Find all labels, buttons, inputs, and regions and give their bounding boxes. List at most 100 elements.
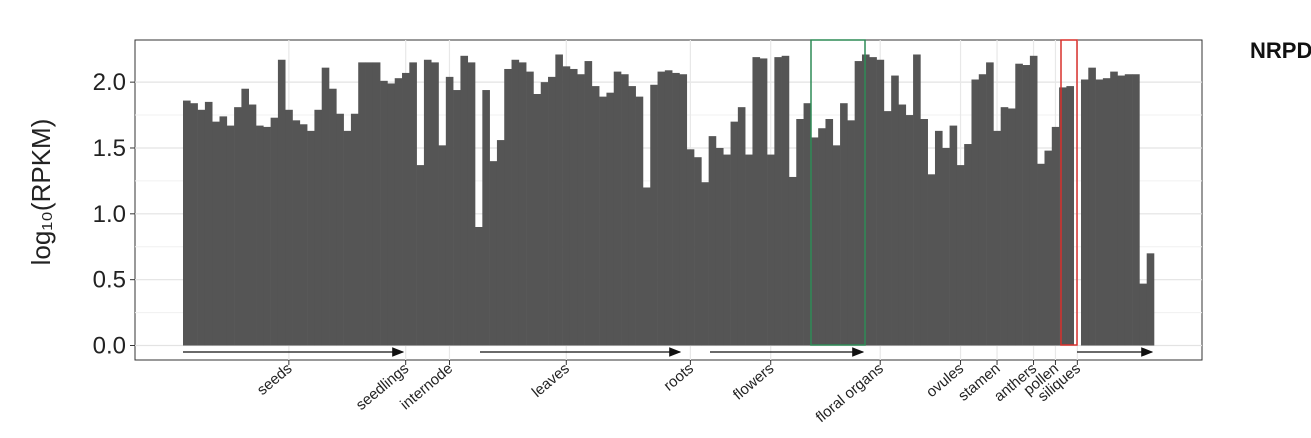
bars	[183, 54, 1155, 346]
bar	[803, 103, 812, 346]
bar	[1080, 79, 1089, 346]
bar	[869, 57, 877, 346]
bar	[533, 93, 542, 346]
bar	[942, 147, 950, 346]
bar	[752, 57, 761, 346]
y-tick-label: 1.0	[93, 201, 126, 228]
bar	[1102, 78, 1111, 346]
bar	[526, 71, 534, 346]
bar	[898, 104, 907, 346]
bar	[489, 161, 498, 346]
bar	[270, 117, 279, 346]
bar	[365, 62, 374, 346]
bar	[1007, 108, 1016, 346]
highlight-box	[810, 39, 866, 346]
bar	[1139, 283, 1147, 346]
bar	[686, 149, 695, 346]
bar	[402, 72, 410, 346]
bar	[226, 125, 235, 346]
bar	[796, 119, 804, 346]
bar	[694, 157, 702, 346]
x-tick-label: roots	[660, 360, 696, 394]
bar	[1088, 67, 1096, 346]
x-tick-label: seeds	[254, 360, 296, 399]
bar	[1095, 79, 1104, 346]
bar	[518, 62, 527, 346]
bar	[569, 68, 578, 346]
bar	[730, 121, 739, 346]
bar	[672, 72, 680, 346]
bar	[577, 74, 585, 346]
bar	[628, 86, 636, 346]
bar	[956, 165, 965, 346]
bar	[496, 140, 505, 346]
bar	[423, 59, 432, 346]
bar	[606, 92, 615, 346]
bar	[1059, 87, 1067, 346]
bar	[715, 147, 724, 346]
bar	[234, 107, 242, 346]
bar	[679, 74, 688, 346]
bar	[321, 67, 330, 346]
bar	[949, 125, 958, 346]
bar	[993, 130, 1001, 346]
bar	[876, 59, 885, 346]
bar	[774, 57, 782, 346]
bar	[431, 62, 439, 346]
bar	[934, 130, 943, 346]
bar	[1000, 107, 1009, 346]
bar	[292, 120, 301, 346]
bar	[971, 79, 980, 346]
bar	[219, 116, 228, 346]
bar	[329, 88, 337, 346]
bar	[825, 119, 834, 346]
bar	[475, 226, 483, 346]
bar	[1124, 74, 1133, 346]
bar	[1044, 150, 1053, 346]
bar	[1110, 71, 1118, 346]
bar	[548, 76, 556, 346]
bar	[197, 109, 206, 346]
bar	[861, 54, 870, 346]
bar	[350, 113, 359, 346]
bar	[416, 165, 425, 346]
bar	[307, 130, 315, 346]
bar	[832, 145, 841, 346]
bar	[336, 113, 344, 346]
bar	[701, 182, 709, 346]
bar	[453, 90, 461, 346]
bar	[183, 100, 191, 346]
y-tick-label: 0.0	[93, 333, 126, 360]
bar	[212, 121, 220, 346]
bar	[1022, 65, 1031, 346]
bar	[204, 101, 213, 346]
bar	[1066, 86, 1074, 346]
bar	[737, 107, 746, 346]
bar	[591, 86, 600, 346]
bar	[913, 54, 921, 346]
bar	[482, 90, 490, 346]
bar	[1051, 126, 1060, 346]
bar	[409, 62, 417, 346]
bar	[664, 70, 673, 346]
bar	[1132, 74, 1140, 346]
bar	[190, 103, 198, 346]
bar	[358, 62, 366, 346]
bar	[745, 154, 753, 346]
bar	[256, 125, 264, 346]
bar	[504, 68, 512, 346]
bar	[248, 104, 257, 346]
bar	[854, 61, 863, 346]
bar	[343, 130, 352, 346]
bar	[883, 111, 892, 346]
bar	[642, 187, 651, 346]
highlight-box	[1060, 39, 1078, 346]
bar	[891, 75, 899, 346]
y-axis-title: log₁₀(RPKM)	[26, 119, 56, 266]
bar	[986, 62, 994, 346]
x-tick-label: leaves	[529, 360, 573, 401]
bar	[314, 109, 323, 346]
bar	[511, 59, 520, 346]
bar	[978, 74, 987, 346]
